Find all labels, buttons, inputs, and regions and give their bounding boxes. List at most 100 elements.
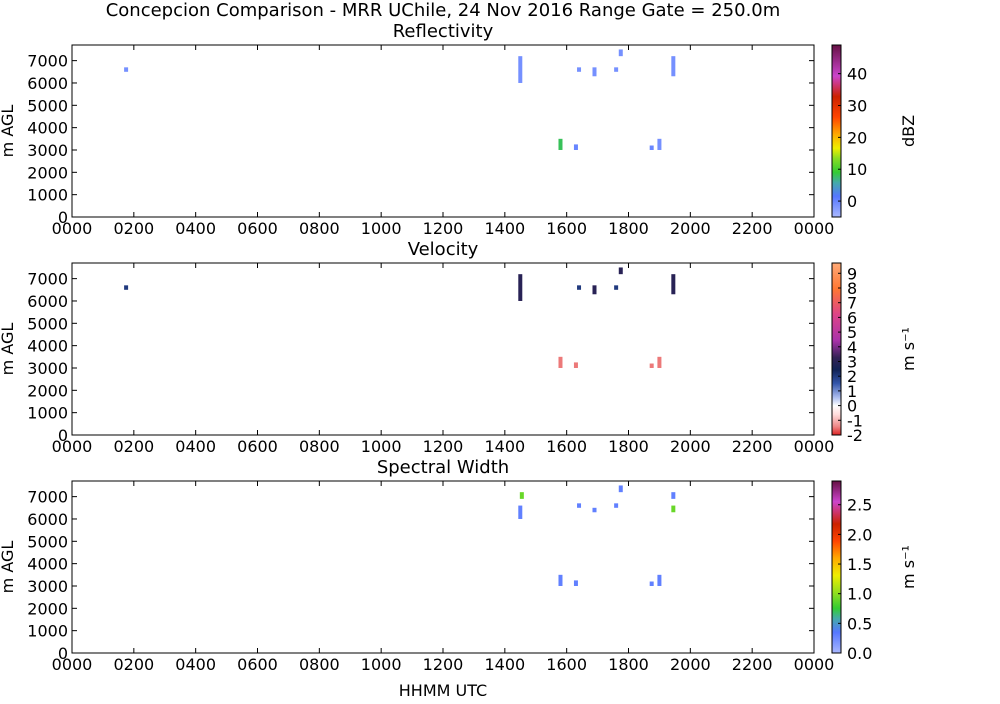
echo-cell [124, 285, 129, 290]
x-tick-label: 0800 [299, 655, 340, 674]
y-tick-label: 6000 [27, 74, 68, 93]
colorbar-tick-label: 7 [847, 294, 857, 313]
colorbar-tick-label: 0 [847, 192, 857, 211]
y-tick-label: 4000 [27, 555, 68, 574]
colorbar-label: dBZ [899, 115, 918, 147]
echo-cell [614, 67, 619, 72]
x-tick-label: 2000 [670, 437, 711, 456]
x-tick-label: 1600 [546, 437, 587, 456]
echo-cell [592, 67, 597, 77]
colorbar-label: m s⁻¹ [899, 545, 918, 589]
echo-cell [618, 485, 623, 493]
echo-cell [558, 356, 563, 368]
y-tick-label: 1000 [27, 186, 68, 205]
colorbar-tick-label: 0 [847, 397, 857, 416]
x-tick-label: 1800 [608, 655, 649, 674]
y-tick-label: 0 [58, 644, 68, 663]
colorbar-tick-label: 1 [847, 382, 857, 401]
echo-cell [558, 138, 563, 150]
x-tick-label: 2200 [732, 219, 773, 238]
x-tick-label: 1200 [423, 219, 464, 238]
colorbar-tick-label: 20 [847, 128, 867, 147]
x-tick-label: 0800 [299, 437, 340, 456]
echo-cell [649, 145, 654, 150]
x-tick-label: 1800 [608, 437, 649, 456]
y-tick-label: 5000 [27, 96, 68, 115]
x-tick-label: 1200 [423, 655, 464, 674]
y-tick-label: 0 [58, 208, 68, 227]
y-tick-label: 6000 [27, 292, 68, 311]
y-tick-label: 3000 [27, 141, 68, 160]
x-tick-label: 0800 [299, 219, 340, 238]
echo-cell [618, 49, 623, 57]
y-tick-label: 1000 [27, 622, 68, 641]
x-tick-label: 1000 [361, 655, 402, 674]
echo-cell [577, 503, 582, 508]
y-axis-label: m AGL [0, 541, 17, 594]
y-tick-label: 0 [58, 426, 68, 445]
echo-cell [592, 507, 597, 513]
echo-cell [671, 492, 676, 499]
colorbar-tick-label: 2.0 [847, 525, 872, 544]
y-axis-label: m AGL [0, 323, 17, 376]
colorbar-tick-label: 0.0 [847, 644, 872, 663]
x-tick-label: 0200 [113, 655, 154, 674]
x-tick-label: 0000 [52, 437, 93, 456]
colorbar [831, 262, 842, 436]
echo-cell [649, 581, 654, 586]
colorbar-label: m s⁻¹ [899, 327, 918, 371]
colorbar-tick-label: 2.5 [847, 496, 872, 515]
x-tick-label: 0000 [52, 219, 93, 238]
x-tick-label: 2200 [732, 655, 773, 674]
x-tick-label: 0400 [175, 655, 216, 674]
colorbar-tick-label: -2 [847, 426, 863, 445]
colorbar-tick-label: 1.0 [847, 585, 872, 604]
colorbar [831, 44, 842, 218]
colorbar-tick-label: 10 [847, 160, 867, 179]
echo-cell [558, 574, 563, 586]
plot-frame [71, 44, 815, 218]
x-tick-label: 0600 [237, 219, 278, 238]
colorbar-tick-label: 4 [847, 338, 857, 357]
plot-frame [71, 262, 815, 436]
colorbar-tick-label: 2 [847, 367, 857, 386]
colorbar-tick-label: 9 [847, 264, 857, 283]
panel-title: Spectral Width [377, 457, 509, 478]
y-tick-label: 6000 [27, 510, 68, 529]
x-tick-label: 0000 [52, 655, 93, 674]
echo-cell [573, 144, 578, 150]
x-tick-label: 2000 [670, 655, 711, 674]
echo-cell [657, 574, 662, 586]
x-tick-label: 0000 [794, 437, 835, 456]
echo-cell [649, 363, 654, 368]
x-tick-label: 1200 [423, 437, 464, 456]
y-tick-label: 7000 [27, 270, 68, 289]
echo-cell [518, 56, 523, 83]
figure-title: Concepcion Comparison - MRR UChile, 24 N… [106, 0, 781, 21]
echo-layer [124, 267, 676, 368]
colorbar [831, 480, 842, 654]
panel-title: Reflectivity [393, 21, 494, 42]
echo-cell [671, 274, 676, 295]
colorbar-tick-label: 40 [847, 65, 867, 84]
colorbar-tick-label: 6 [847, 308, 857, 327]
echo-layer [518, 485, 676, 586]
x-tick-label: 0200 [113, 219, 154, 238]
echo-cell [518, 505, 523, 519]
colorbar-tick-label: 3 [847, 352, 857, 371]
y-tick-label: 2000 [27, 599, 68, 618]
echo-cell [519, 492, 524, 499]
echo-cell [657, 138, 662, 150]
panel-title: Velocity [408, 239, 479, 260]
echo-cell [614, 503, 619, 508]
echo-cell [573, 362, 578, 368]
y-tick-label: 3000 [27, 359, 68, 378]
echo-cell [577, 285, 582, 290]
x-axis-label: HHMM UTC [399, 681, 487, 700]
y-tick-label: 5000 [27, 532, 68, 551]
